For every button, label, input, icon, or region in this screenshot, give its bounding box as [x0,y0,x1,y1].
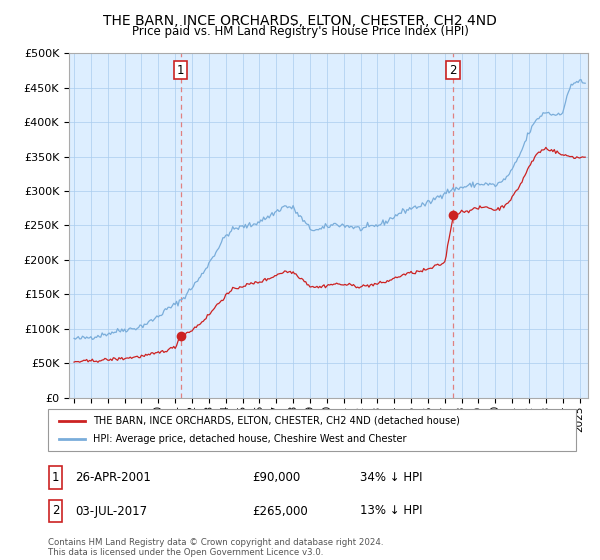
Text: £90,000: £90,000 [252,471,300,484]
Text: Price paid vs. HM Land Registry's House Price Index (HPI): Price paid vs. HM Land Registry's House … [131,25,469,38]
FancyBboxPatch shape [48,409,576,451]
Text: 2: 2 [449,63,457,77]
Text: 34% ↓ HPI: 34% ↓ HPI [360,471,422,484]
Text: THE BARN, INCE ORCHARDS, ELTON, CHESTER, CH2 4ND: THE BARN, INCE ORCHARDS, ELTON, CHESTER,… [103,14,497,28]
Text: 1: 1 [52,471,59,484]
Text: HPI: Average price, detached house, Cheshire West and Chester: HPI: Average price, detached house, Ches… [93,434,406,444]
Text: 2: 2 [52,505,59,517]
Text: Contains HM Land Registry data © Crown copyright and database right 2024.
This d: Contains HM Land Registry data © Crown c… [48,538,383,557]
FancyBboxPatch shape [49,500,62,522]
Text: THE BARN, INCE ORCHARDS, ELTON, CHESTER, CH2 4ND (detached house): THE BARN, INCE ORCHARDS, ELTON, CHESTER,… [93,416,460,426]
Text: £265,000: £265,000 [252,505,308,517]
Text: 13% ↓ HPI: 13% ↓ HPI [360,505,422,517]
Text: 03-JUL-2017: 03-JUL-2017 [75,505,147,517]
FancyBboxPatch shape [49,466,62,489]
Text: 26-APR-2001: 26-APR-2001 [75,471,151,484]
Text: 1: 1 [177,63,184,77]
